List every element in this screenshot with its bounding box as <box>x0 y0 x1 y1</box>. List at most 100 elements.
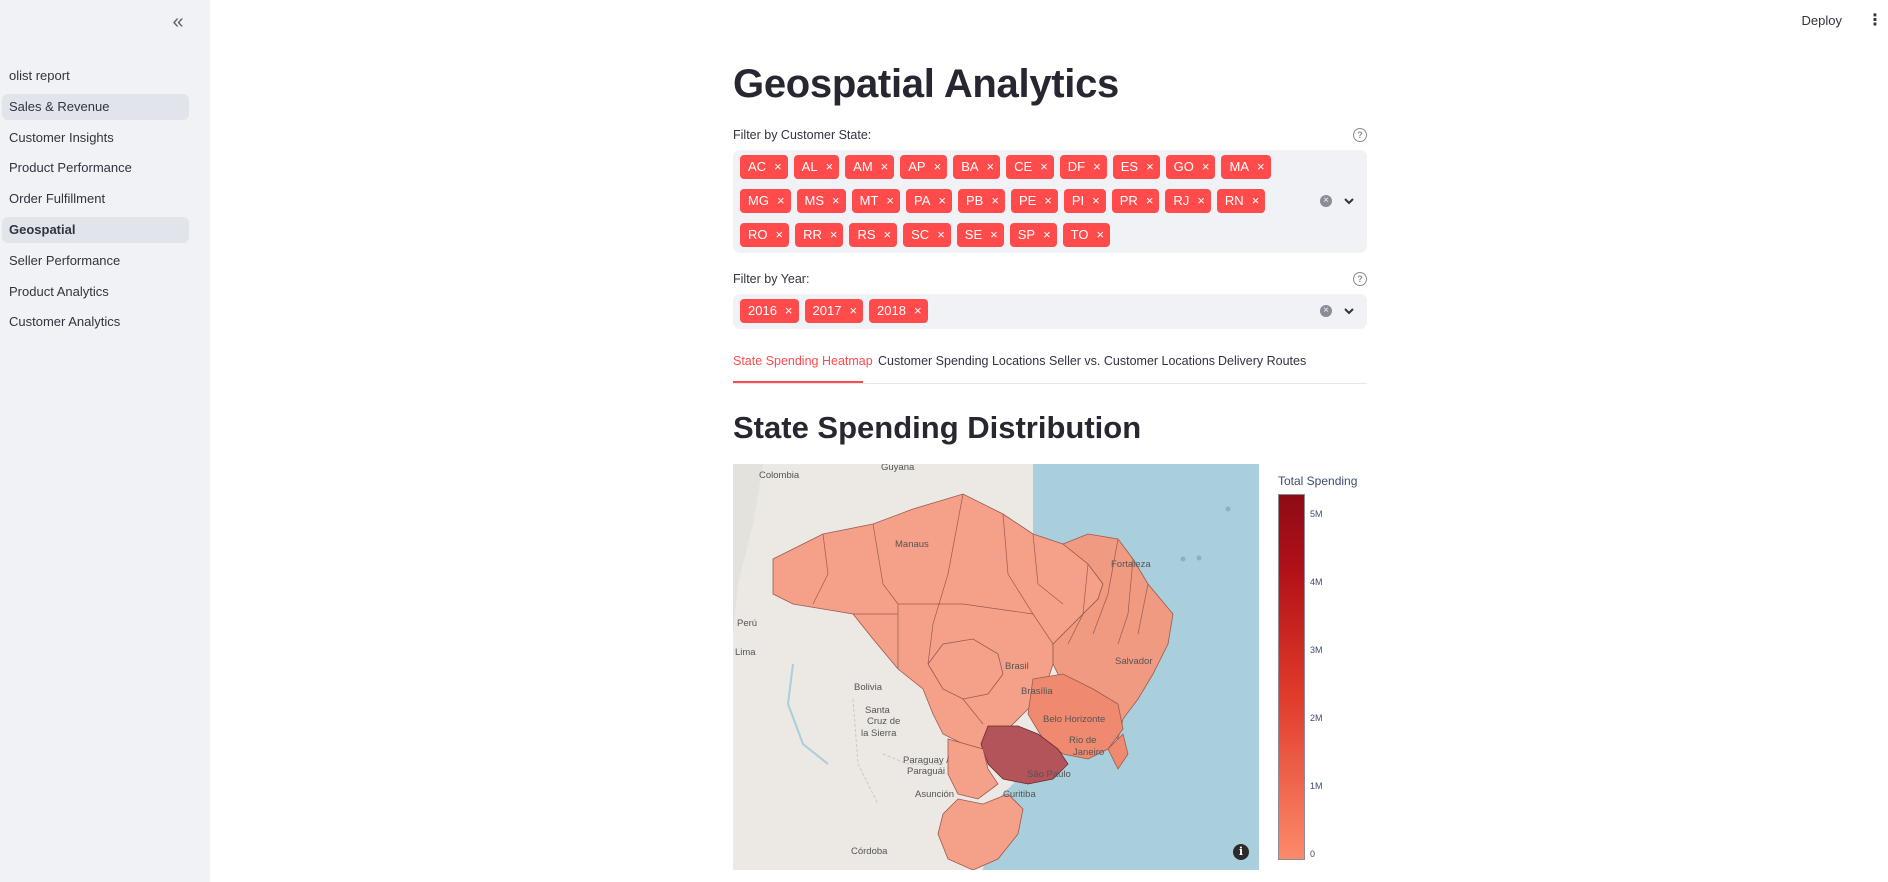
remove-tag-icon[interactable]: × <box>933 159 942 174</box>
state-sp[interactable] <box>980 725 1069 785</box>
tab-delivery-routes[interactable]: Delivery Routes <box>1218 354 1307 368</box>
filter-tag[interactable]: PA × <box>906 189 952 213</box>
remove-tag-icon[interactable]: × <box>1040 159 1048 174</box>
sidebar-item-geospatial[interactable]: Geospatial <box>2 216 189 243</box>
remove-tag-icon[interactable]: × <box>991 193 999 208</box>
filter-tag[interactable]: 2017 × <box>804 299 864 323</box>
remove-tag-icon[interactable]: × <box>1201 159 1210 174</box>
map-label: Curitiba <box>1003 789 1036 800</box>
state-region[interactable] <box>927 638 1004 700</box>
remove-tag-icon[interactable]: × <box>880 159 889 174</box>
help-icon[interactable]: ? <box>1353 272 1367 286</box>
filter-tag[interactable]: AL × <box>793 155 840 179</box>
remove-tag-icon[interactable]: × <box>825 159 834 174</box>
land-west <box>733 464 763 634</box>
filter-tag[interactable]: CE × <box>1006 155 1054 179</box>
filter-tag[interactable]: 2018 × <box>869 299 928 323</box>
map-label: Rio de <box>1069 735 1096 746</box>
clear-all-icon[interactable]: × <box>1320 305 1332 317</box>
filter-tag[interactable]: RN × <box>1216 189 1266 213</box>
year-multiselect[interactable]: 2016 × 2017 × 2018 × × <box>733 294 1367 329</box>
state-rj[interactable] <box>1107 733 1129 770</box>
filter-tag[interactable]: SP × <box>1009 223 1057 247</box>
remove-tag-icon[interactable]: × <box>1146 159 1154 174</box>
remove-tag-icon[interactable]: × <box>986 159 995 174</box>
remove-tag-icon[interactable]: × <box>913 303 922 318</box>
filter-tag[interactable]: MG × <box>740 189 791 213</box>
map-label: Guyana <box>881 464 915 473</box>
filter-tag[interactable]: GO × <box>1165 155 1216 179</box>
remove-tag-icon[interactable]: × <box>849 303 858 318</box>
remove-tag-icon[interactable]: × <box>1197 193 1205 208</box>
filter-tag[interactable]: PR × <box>1111 189 1160 213</box>
remove-tag-icon[interactable]: × <box>1044 193 1052 208</box>
filter-tag[interactable]: SE × <box>956 223 1004 247</box>
remove-tag-icon[interactable]: × <box>883 227 892 242</box>
remove-tag-icon[interactable]: × <box>774 159 782 174</box>
state-multiselect[interactable]: AC × AL × AM × AP × BA × CE × DF × ES × GO × MA × MG × MS × MT × P… <box>733 150 1367 253</box>
filter-tag[interactable]: TO × <box>1062 223 1111 247</box>
state-rs[interactable] <box>937 793 1024 870</box>
remove-tag-icon[interactable]: × <box>775 227 784 242</box>
collapse-sidebar-icon[interactable]: « <box>172 11 184 33</box>
filter-tag[interactable]: ES × <box>1112 155 1160 179</box>
sidebar-item-customer-insights[interactable]: Customer Insights <box>9 129 114 145</box>
filter-tag[interactable]: RO × <box>740 223 790 247</box>
remove-tag-icon[interactable]: × <box>776 193 785 208</box>
filter-tag[interactable]: PE × <box>1010 189 1058 213</box>
chevron-down-icon[interactable] <box>1342 194 1356 208</box>
tab-seller-vs-customer-locations[interactable]: Seller vs. Customer Locations <box>1049 354 1216 368</box>
state-pr[interactable] <box>947 738 999 800</box>
filter-tag[interactable]: RS × <box>849 223 898 247</box>
remove-tag-icon[interactable]: × <box>1043 227 1051 242</box>
remove-tag-icon[interactable]: × <box>829 227 838 242</box>
tab-state-spending-heatmap[interactable]: State Spending Heatmap <box>733 354 873 368</box>
sidebar-item-seller-performance[interactable]: Seller Performance <box>9 252 121 268</box>
remove-tag-icon[interactable]: × <box>1145 193 1154 208</box>
remove-tag-icon[interactable]: × <box>1256 159 1265 174</box>
tab-customer-spending-locations[interactable]: Customer Spending Locations <box>878 354 1046 368</box>
sidebar-item-sales-revenue[interactable]: Sales & Revenue <box>2 93 189 120</box>
filter-tag[interactable]: PB × <box>958 189 1005 213</box>
year-tag-list: 2016 × 2017 × 2018 × <box>740 299 1300 333</box>
sidebar-item-order-fulfillment[interactable]: Order Fulfillment <box>9 191 106 207</box>
help-icon[interactable]: ? <box>1353 128 1367 142</box>
sidebar-item-olist-report[interactable]: olist report <box>9 68 70 83</box>
remove-tag-icon[interactable]: × <box>1093 159 1101 174</box>
choropleth-map[interactable]: Colombia Guyana Manaus Fortaleza Perú Li… <box>733 464 1259 870</box>
filter-tag[interactable]: AC × <box>740 155 788 179</box>
filter-tag[interactable]: AP × <box>900 155 948 179</box>
filter-tag[interactable]: PI × <box>1063 189 1106 213</box>
sidebar-item-customer-analytics[interactable]: Customer Analytics <box>9 314 121 330</box>
remove-tag-icon[interactable]: × <box>1251 193 1260 208</box>
clear-all-icon[interactable]: × <box>1320 195 1332 207</box>
remove-tag-icon[interactable]: × <box>938 193 946 208</box>
chevron-down-icon[interactable] <box>1342 304 1356 318</box>
filter-tag[interactable]: AM × <box>845 155 895 179</box>
tag-label: PR <box>1119 193 1138 208</box>
main-menu-icon[interactable]: ⋮ <box>1867 12 1883 29</box>
filter-tag[interactable]: RJ × <box>1165 189 1211 213</box>
remove-tag-icon[interactable]: × <box>886 193 895 208</box>
filter-tag[interactable]: 2016 × <box>740 299 799 323</box>
remove-tag-icon[interactable]: × <box>1092 193 1100 208</box>
filter-tag[interactable]: MA × <box>1221 155 1271 179</box>
tag-label: MA <box>1229 159 1249 174</box>
map-canvas[interactable]: Colombia Guyana Manaus Fortaleza Perú Li… <box>733 464 1259 870</box>
sidebar-item-product-performance[interactable]: Product Performance <box>9 160 132 176</box>
filter-tag[interactable]: BA × <box>953 155 1001 179</box>
filter-tag[interactable]: DF × <box>1059 155 1107 179</box>
sidebar-item-product-analytics[interactable]: Product Analytics <box>9 283 109 299</box>
remove-tag-icon[interactable]: × <box>1096 227 1105 242</box>
remove-tag-icon[interactable]: × <box>832 193 840 208</box>
remove-tag-icon[interactable]: × <box>990 227 998 242</box>
tag-label: RS <box>857 227 876 242</box>
filter-tag[interactable]: MT × <box>851 189 901 213</box>
filter-tag[interactable]: SC × <box>903 223 951 247</box>
deploy-button[interactable]: Deploy <box>1801 13 1842 28</box>
remove-tag-icon[interactable]: × <box>937 227 945 242</box>
filter-tag[interactable]: MS × <box>796 189 846 213</box>
remove-tag-icon[interactable]: × <box>784 303 793 318</box>
map-info-icon[interactable]: i <box>1233 844 1249 860</box>
filter-tag[interactable]: RR × <box>795 223 844 247</box>
